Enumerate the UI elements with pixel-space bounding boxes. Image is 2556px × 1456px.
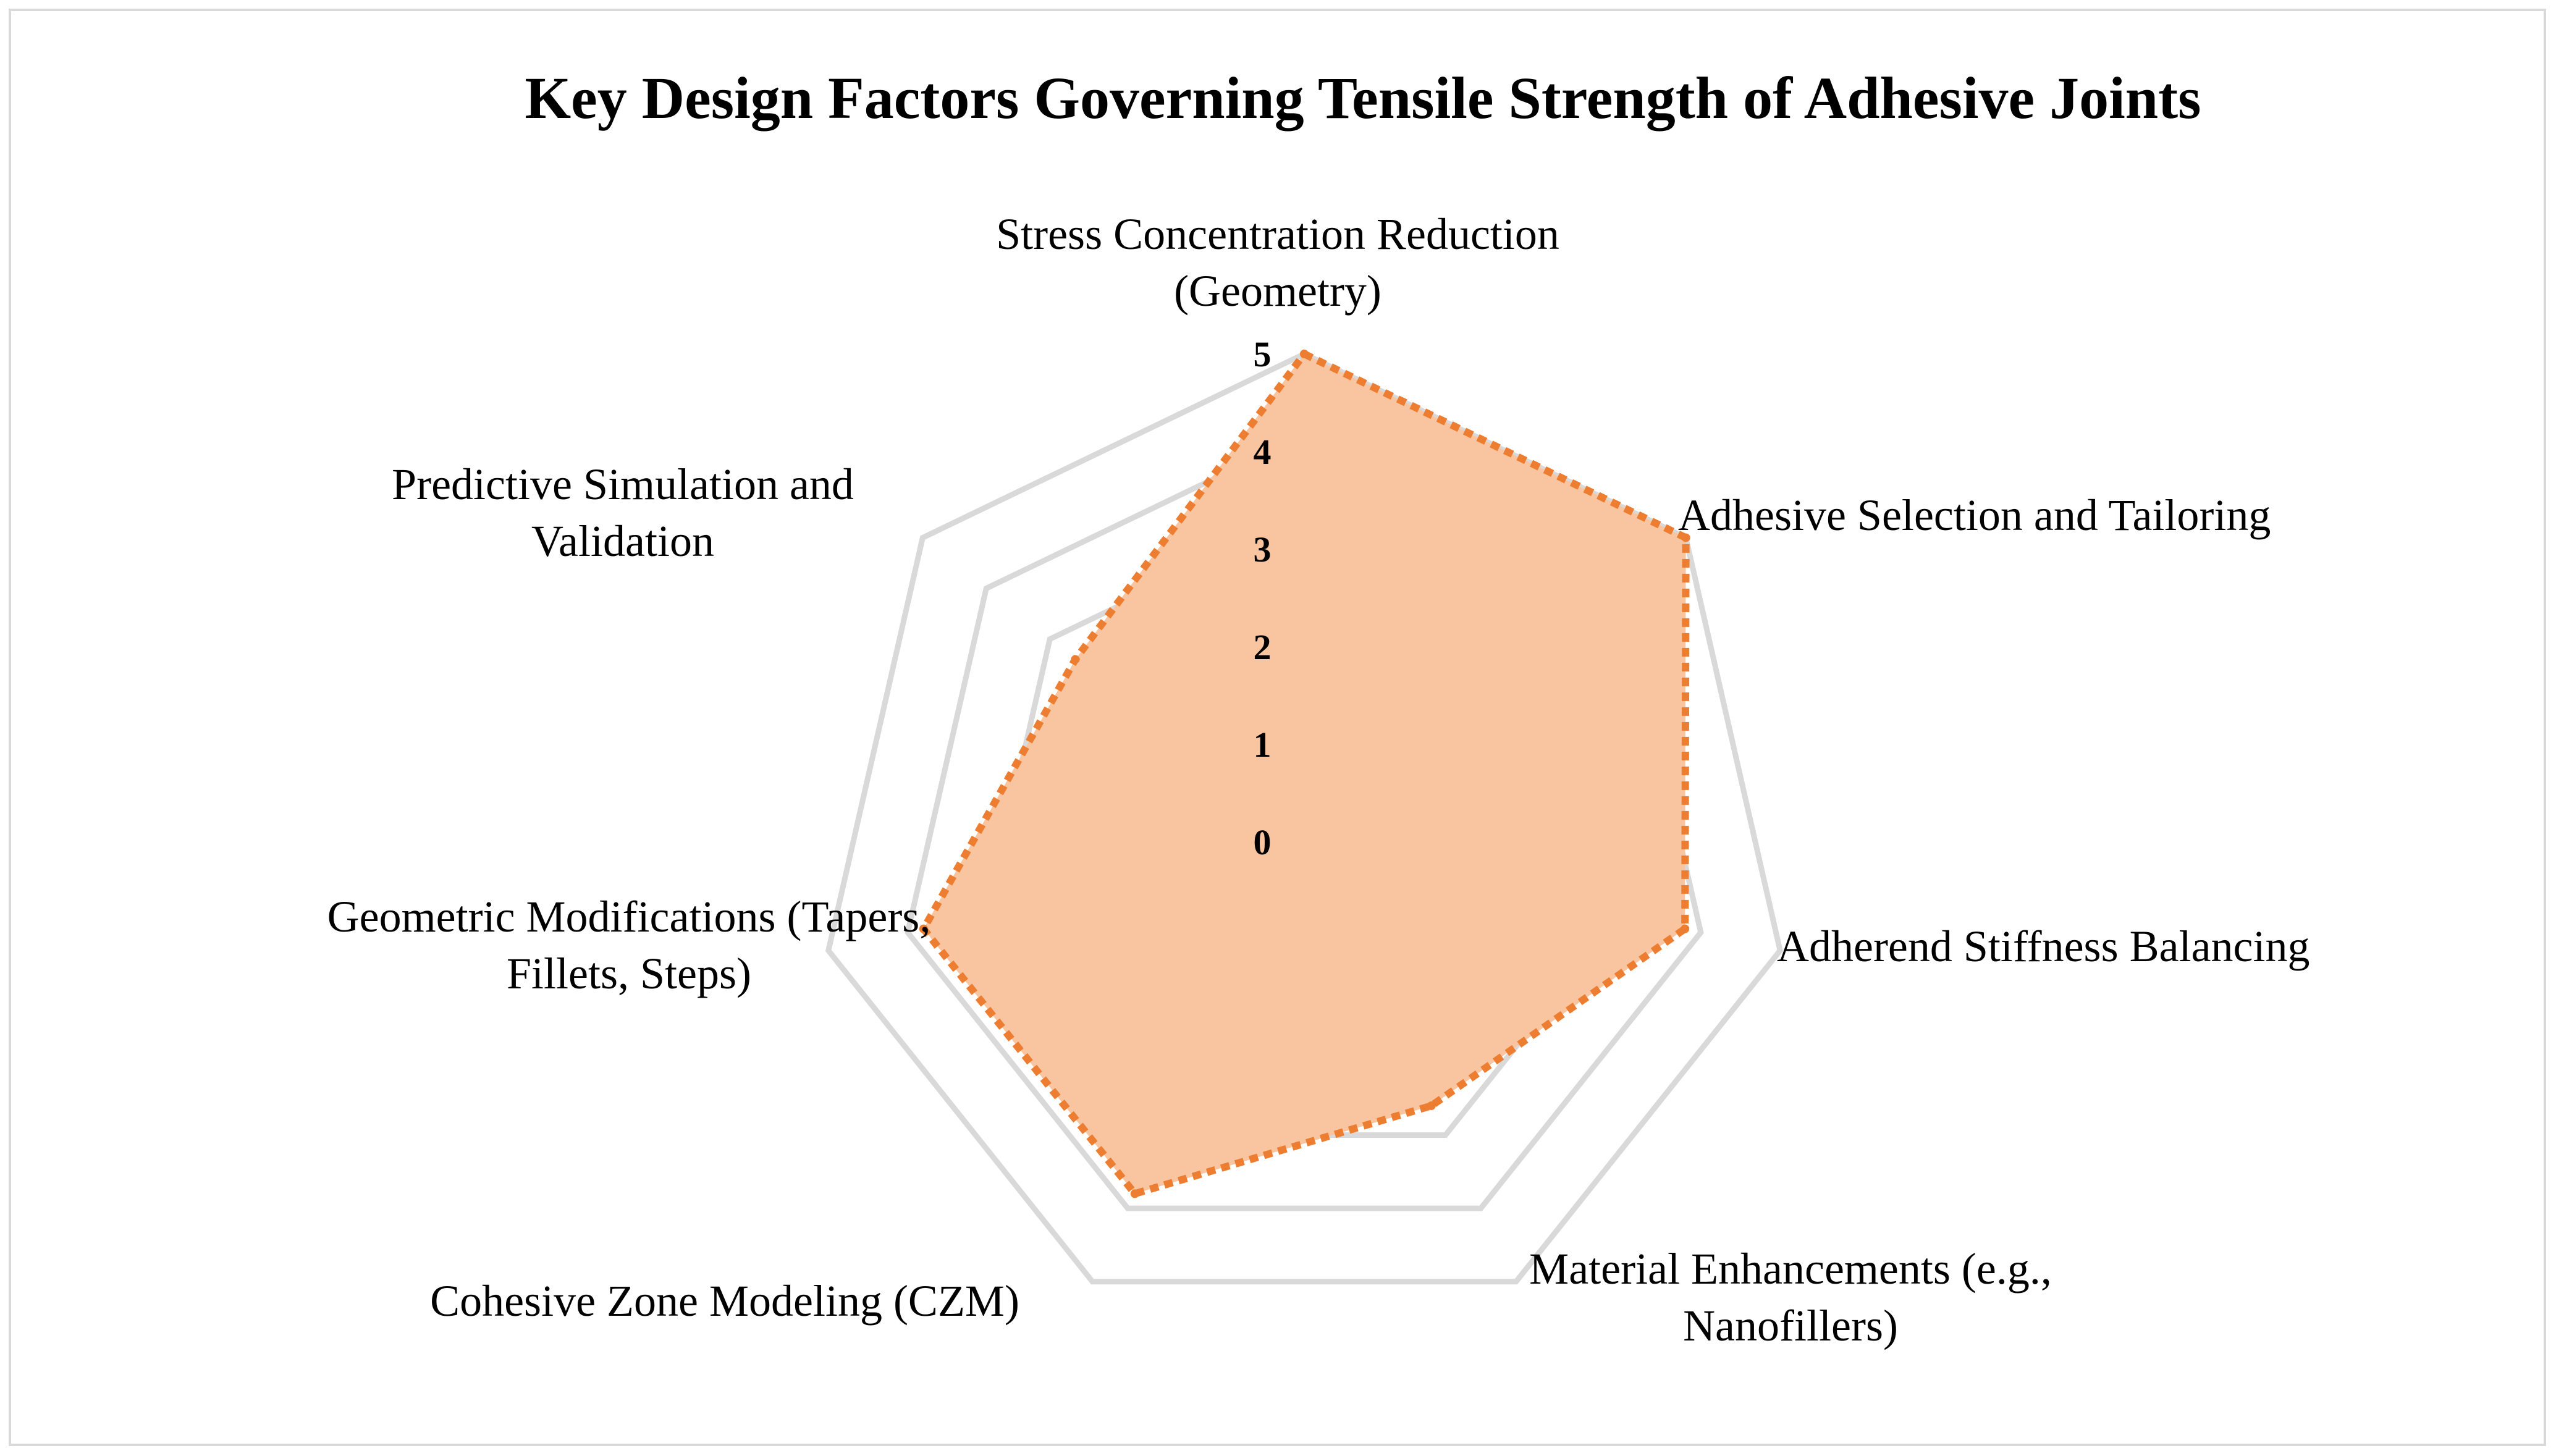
tick-label-5: 5: [1254, 334, 1272, 374]
category-label-0: Stress Concentration Reduction (Geometry): [996, 209, 1559, 316]
data-point-5: [919, 924, 928, 933]
category-label-3: Material Enhancements (e.g., Nanofillers): [1529, 1244, 2052, 1350]
category-label-5: Geometric Modifications (Tapers, Fillets,…: [327, 892, 931, 998]
data-point-6: [1071, 655, 1080, 664]
series-area-0: [919, 349, 1690, 1198]
series-layer: [919, 349, 1690, 1198]
tick-labels: 0 1 2 3 4 5: [1254, 334, 1272, 862]
data-point-4: [1130, 1189, 1139, 1198]
tick-label-2: 2: [1254, 627, 1272, 667]
data-point-2: [1681, 924, 1690, 933]
category-label-6: Predictive Simulation and Validation: [392, 460, 854, 566]
category-label-2: Adherend Stiffness Balancing: [1777, 922, 2310, 971]
radar-chart: 0 1 2 3 4 5 Stress Concentration Reduction (Ge…: [327, 65, 2310, 1350]
chart-frame: 0 1 2 3 4 5 Stress Concentration Reduction (Ge…: [9, 9, 2546, 1446]
chart-title: Key Design Factors Governing Tensile Str…: [525, 65, 2201, 131]
tick-label-0: 0: [1254, 822, 1272, 862]
tick-label-1: 1: [1254, 725, 1272, 765]
data-point-1: [1681, 533, 1690, 542]
category-label-4: Cohesive Zone Modeling (CZM): [430, 1276, 1019, 1326]
grid-ring-5: [825, 351, 1784, 1285]
data-point-0: [1300, 350, 1309, 358]
category-labels: Stress Concentration Reduction (Geometry)…: [327, 209, 2310, 1350]
tick-label-3: 3: [1254, 529, 1272, 570]
tick-label-4: 4: [1254, 432, 1272, 472]
data-point-3: [1427, 1101, 1436, 1111]
category-label-1: Adhesive Selection and Tailoring: [1678, 490, 2271, 540]
